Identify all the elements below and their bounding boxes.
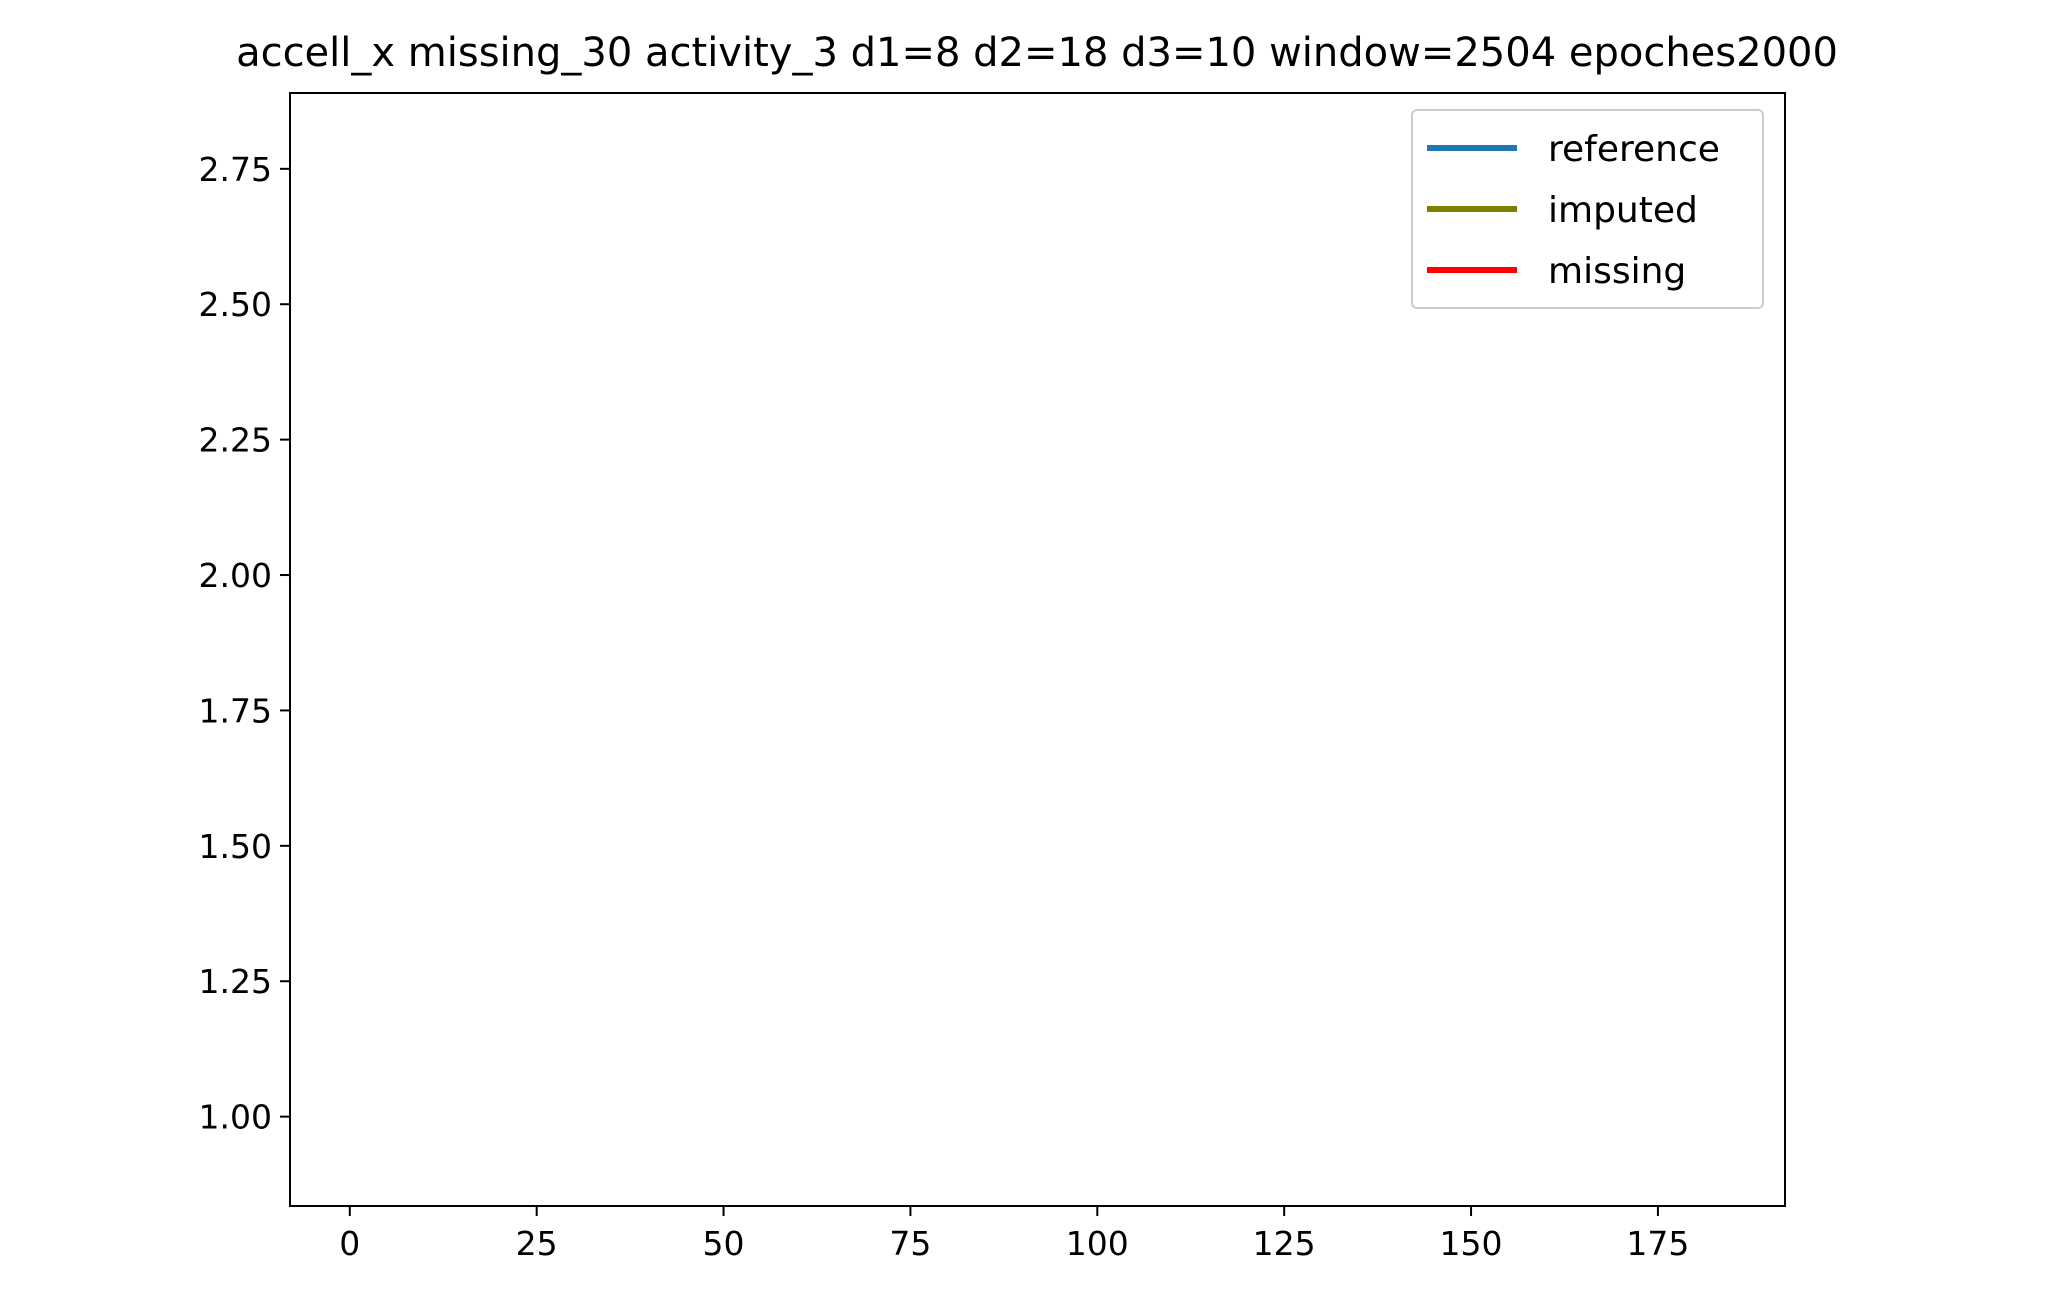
y-tick-label: 2.25 [199,421,272,460]
legend-box [1411,109,1764,309]
x-tick-label: 125 [1253,1224,1316,1263]
chart-title: accell_x missing_30 activity_3 d1=8 d2=1… [236,30,1838,76]
x-tick-label: 100 [1066,1224,1129,1263]
legend-entries: reference imputed missing [1427,129,1720,292]
x-tick-label: 175 [1626,1224,1689,1263]
y-tick-label: 1.00 [199,1098,272,1137]
plot-frame [289,92,1786,1207]
x-tick-label: 25 [516,1224,558,1263]
y-tick-label: 1.50 [199,827,272,866]
y-tick-label: 2.00 [199,556,272,595]
x-axis-ticks: 0 25 50 75 100 125 150 175 [339,1206,1689,1263]
y-tick-label: 2.50 [199,285,272,324]
legend-label-missing: missing [1548,251,1686,292]
x-tick-label: 150 [1440,1224,1503,1263]
x-tick-label: 50 [703,1224,745,1263]
x-tick-label: 0 [339,1224,360,1263]
y-axis-ticks: 1.00 1.25 1.50 1.75 2.00 2.25 2.50 2.75 [199,150,290,1137]
x-tick-label: 75 [889,1224,931,1263]
y-tick-label: 1.75 [199,691,272,730]
legend-label-reference: reference [1548,129,1720,170]
legend-label-imputed: imputed [1548,190,1698,231]
legend: reference imputed missing [1411,109,1764,309]
y-tick-label: 2.75 [199,150,272,189]
y-tick-label: 1.25 [199,962,272,1001]
